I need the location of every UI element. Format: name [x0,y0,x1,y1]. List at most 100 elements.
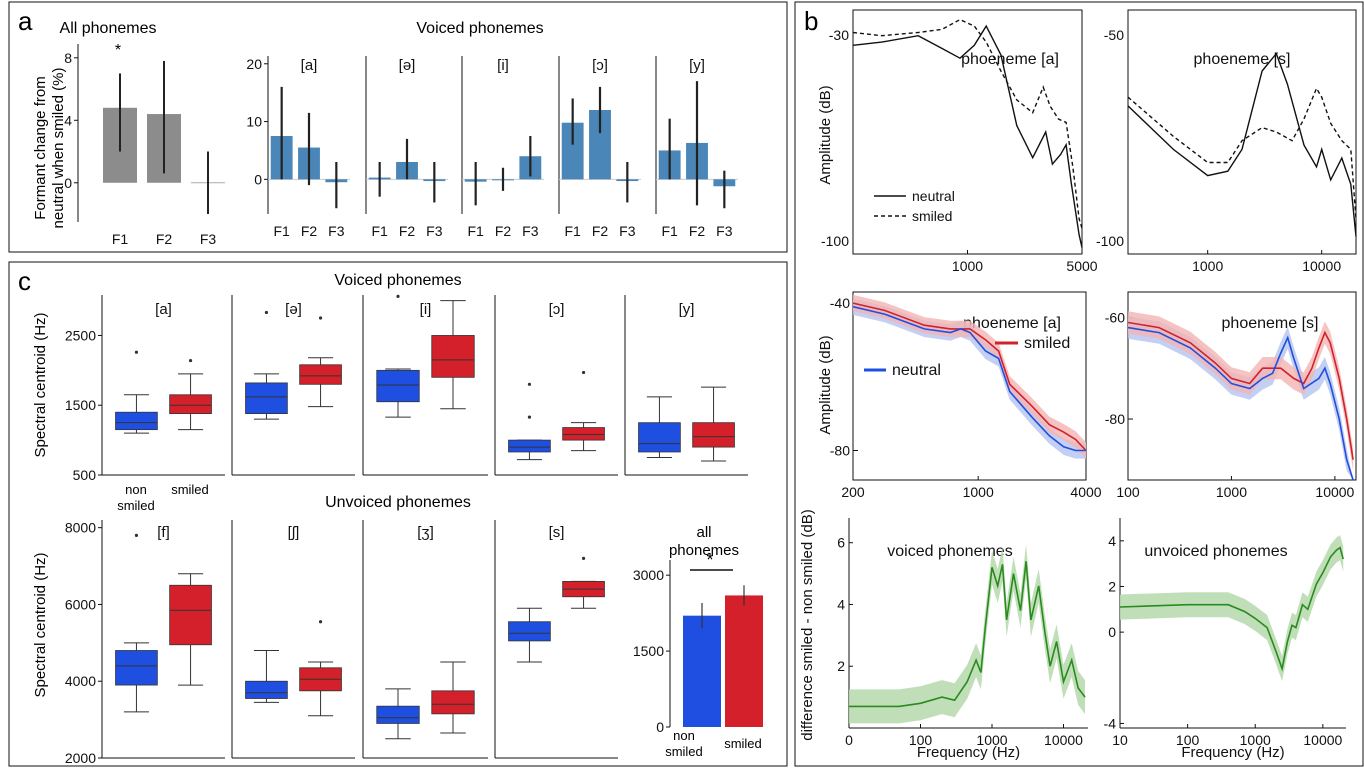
panel-a-ylabel-1: Formant change from [32,76,49,219]
a-all-ytick-4: 4 [64,112,72,128]
a-all-ytick-8: 8 [64,50,72,66]
c-voiced-box-4-smiled [692,422,735,448]
c-xlabel-non-1: non [125,482,147,497]
c-voiced-box-3-non_smiled [508,439,551,453]
b-mid-legend-neutral: neutral [892,362,941,379]
a-all-xlabel-F3: F3 [200,231,217,247]
b-mid-band-neutral-1 [1128,316,1354,480]
panel-b-label: b [804,6,818,36]
panel-c-ylabel-bottom: Spectral centroid (Hz) [32,552,49,697]
b-bot-ytick-1-2: 2 [1108,578,1116,594]
c-voiced-ytick-2500: 2500 [65,327,96,343]
a-voiced-ytick-20: 20 [246,56,262,72]
a-voiced-bar-3-F2 [589,110,611,180]
b-mid-xtick-1-0: 100 [1116,484,1140,500]
c-unvoiced-box-2-smiled [431,690,475,715]
c-unvoiced-ytick-2000: 2000 [65,750,96,766]
b-mid-ylabel: Amplitude (dB) [817,335,834,434]
c-voiced-title-0: [a] [155,301,172,318]
c-voiced-outlier-3-1 [527,382,532,386]
b-top-ytick-bot-0: -100 [821,233,849,249]
b-top-ylabel: Amplitude (dB) [817,85,834,184]
a-voiced-ytick-10: 10 [246,114,262,130]
b-bot-xtick-0-2: 100 [909,732,933,748]
c-all-ytick-3000: 3000 [633,567,664,583]
panel-a-all-title: All phonemes [60,20,157,37]
c-voiced-ytick-500: 500 [73,467,97,483]
panel-b-frame [794,1,1364,767]
b-top-xtick-1-1: 10000 [1302,258,1341,274]
b-mid-title-0: phoeneme [a] [963,315,1061,332]
c-unvoiced-ytick-4000: 4000 [65,673,96,689]
c-all-ytick-1500: 1500 [633,643,664,659]
b-bot-xtick-1-2: 1000 [1240,732,1271,748]
b-top-xtick-1-0: 1000 [1192,258,1223,274]
panel-a-voiced-title: Voiced phonemes [416,20,543,37]
c-unvoiced-ytick-8000: 8000 [65,520,96,536]
c-unvoiced-box-0-smiled [169,584,212,646]
c-unvoiced-title-0: [f] [157,524,170,541]
c-voiced-box-3-smiled [562,427,605,441]
c-voiced-outlier-3-0 [527,415,532,419]
b-bot-ytick-1-3: 4 [1108,533,1116,549]
a-voiced-bar-3-F1 [561,122,584,180]
a-voiced-xlabel-4-F2: F2 [689,223,706,239]
c-unvoiced-title-1: [ʃ] [288,524,300,541]
b-bot-ylabel: difference smiled - non smiled (dB) [799,509,816,741]
b-bot-xlabel-1: Frequency (Hz) [1181,744,1284,761]
b-top-line-smiled-1 [1127,86,1357,220]
a-voiced-xlabel-1-F2: F2 [399,223,416,239]
c-voiced-title-1: [ə] [285,301,302,318]
c-voiced-outlier-3-2 [581,370,586,375]
b-bot-band-0 [849,544,1085,724]
panel-c-voiced-title: Voiced phonemes [334,272,461,289]
a-voiced-xlabel-3-F1: F1 [564,223,581,239]
c-unvoiced-title-2: [ʒ] [417,524,434,541]
a-voiced-xlabel-0-F1: F1 [273,223,290,239]
b-bot-xlabel-0: Frequency (Hz) [917,744,1020,761]
a-voiced-title-4: [y] [689,57,705,74]
c-all-x-smiled: smiled [724,736,762,751]
a-voiced-xlabel-4-F1: F1 [661,223,678,239]
b-bot-title-0: voiced phonemes [887,543,1012,560]
c-voiced-box-0-non_smiled [115,411,158,431]
a-voiced-xlabel-2-F2: F2 [495,223,512,239]
c-all-bar-1 [725,595,763,727]
a-voiced-xlabel-1-F3: F3 [426,223,443,239]
panel-c-label: c [18,266,31,296]
c-unvoiced-outlier-1-0 [318,620,323,624]
a-all-ytick-0: 0 [64,175,72,191]
b-top-frame-1 [1127,9,1357,255]
c-voiced-box-2-non_smiled [376,369,420,403]
b-mid-line-neutral-0 [852,305,1086,452]
b-bot-ytick-1-0: -4 [1104,715,1117,731]
b-bot-ytick-0-1: 4 [837,596,845,612]
b-mid-legend-smiled: smiled [1024,335,1070,352]
b-mid-xtick-0-2: 4000 [1070,484,1101,500]
c-all-star: * [706,550,713,570]
b-top-legend-smiled: smiled [912,208,952,224]
b-mid-line-neutral-1 [1127,326,1354,481]
c-unvoiced-box-2-non_smiled [376,705,420,724]
b-mid-ytick-1-1: -80 [1105,411,1125,427]
c-unvoiced-ytick-6000: 6000 [65,596,96,612]
a-voiced-xlabel-0-F2: F2 [301,223,318,239]
b-bot-xtick-1-0: 10 [1112,732,1128,748]
b-mid-xtick-0-0: 200 [841,484,865,500]
b-top-title-1: phoeneme [s] [1194,51,1291,68]
c-voiced-ytick-1500: 1500 [65,397,96,413]
b-mid-band-neutral-0 [853,298,1086,459]
c-voiced-box-0-smiled [169,394,212,415]
b-mid-line-smiled-0 [852,302,1087,452]
b-mid-xtick-0-1: 1000 [963,484,994,500]
c-all-title-2: phonemes [669,542,739,559]
b-bot-line-0 [849,561,1086,708]
b-bot-xtick-1-1: 100 [1176,732,1200,748]
b-mid-frame-1 [1127,291,1357,481]
c-voiced-outlier-1-0 [264,310,269,315]
b-bot-xtick-0-0: 0 [845,732,853,748]
c-voiced-title-3: [ɔ] [549,301,565,318]
c-voiced-box-2-smiled [431,335,475,378]
c-voiced-title-2: [i] [420,301,432,318]
b-top-ytick-top-0: -30 [829,27,849,43]
